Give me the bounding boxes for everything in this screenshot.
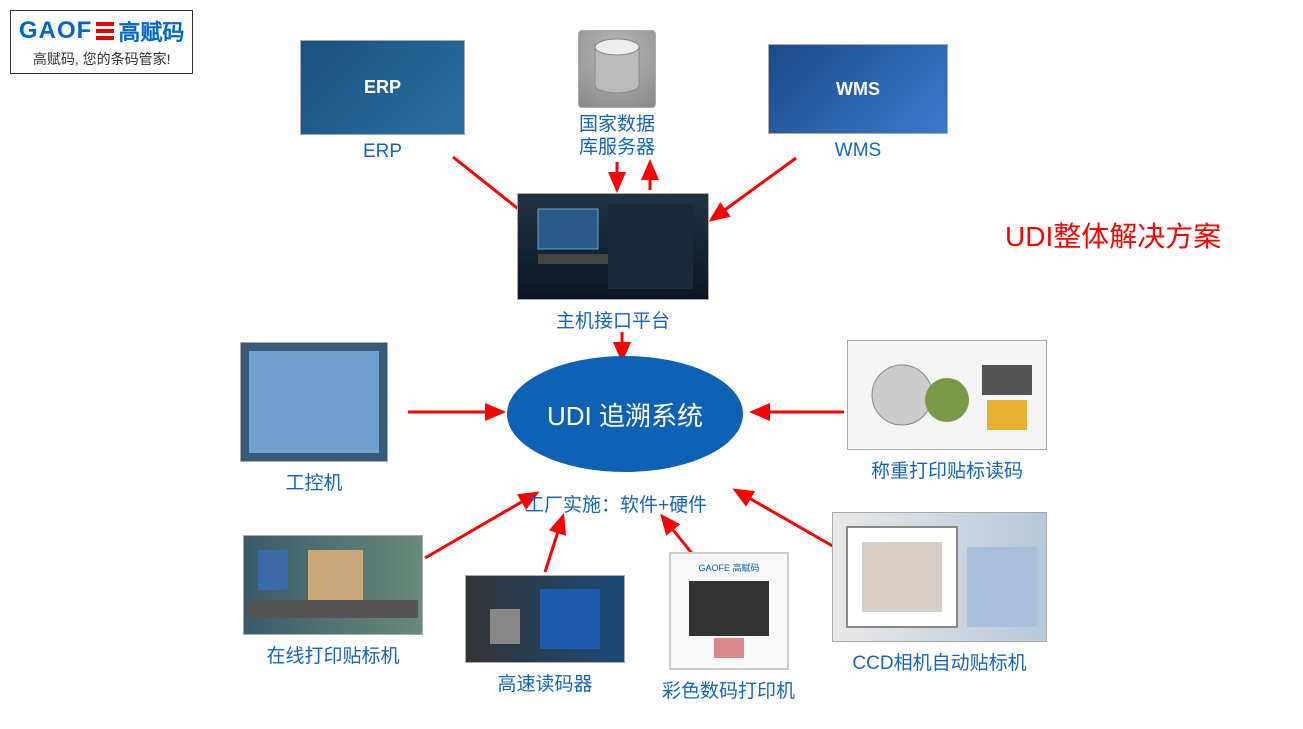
server-icon [517,193,709,300]
erp-icon: ERP [300,40,465,135]
wms-label: WMS [835,140,881,162]
center-node-udi-traceability: UDI 追溯系统 [507,356,743,472]
node-online-labeler: 在线打印贴标机 [243,535,423,668]
node-ccd-labeler: CCD相机自动贴标机 [832,512,1047,675]
node-ipc: 工控机 [240,342,388,495]
implementation-label: 工厂实施：软件+硬件 [525,490,707,517]
reader-label: 高速读码器 [497,669,592,696]
erp-label: ERP [363,141,402,163]
ipc-label: 工控机 [285,468,342,495]
database-icon [578,30,656,108]
reader-icon [465,575,625,663]
node-erp: ERP ERP [300,40,465,163]
color-printer-icon: GAOFE 高赋码 [669,552,789,670]
node-high-speed-reader: 高速读码器 [465,575,625,696]
host-label: 主机接口平台 [556,306,670,333]
weighing-label: 称重打印贴标读码 [871,456,1023,483]
svg-text:GAOFE 高赋码: GAOFE 高赋码 [698,562,759,573]
ipc-icon [240,342,388,462]
color-printer-label: 彩色数码打印机 [662,676,795,703]
node-weighing-labeler: 称重打印贴标读码 [847,340,1047,483]
logo-text-cn: 高赋码 [118,15,184,47]
ccd-icon [832,512,1047,642]
weighing-icon [847,340,1047,450]
ccd-label: CCD相机自动贴标机 [852,648,1026,675]
node-host-platform: 主机接口平台 [517,193,709,333]
logo-bars-icon [96,22,114,40]
node-database: 国家数据库服务器 [578,30,656,160]
online-labeler-label: 在线打印贴标机 [266,641,399,668]
node-color-printer: GAOFE 高赋码 彩色数码打印机 [662,552,795,703]
database-label: 国家数据库服务器 [579,114,655,160]
logo-main: GAOF 高赋码 [19,15,184,47]
diagram-title: UDI整体解决方案 [1005,215,1221,255]
online-labeler-icon [243,535,423,635]
logo-tagline: 高赋码, 您的条码管家! [19,49,184,69]
node-wms: WMS WMS [768,44,948,162]
wms-icon: WMS [768,44,948,134]
brand-logo: GAOF 高赋码 高赋码, 您的条码管家! [10,10,193,74]
logo-text-en: GAOF [19,17,92,45]
center-label: UDI 追溯系统 [547,396,703,433]
